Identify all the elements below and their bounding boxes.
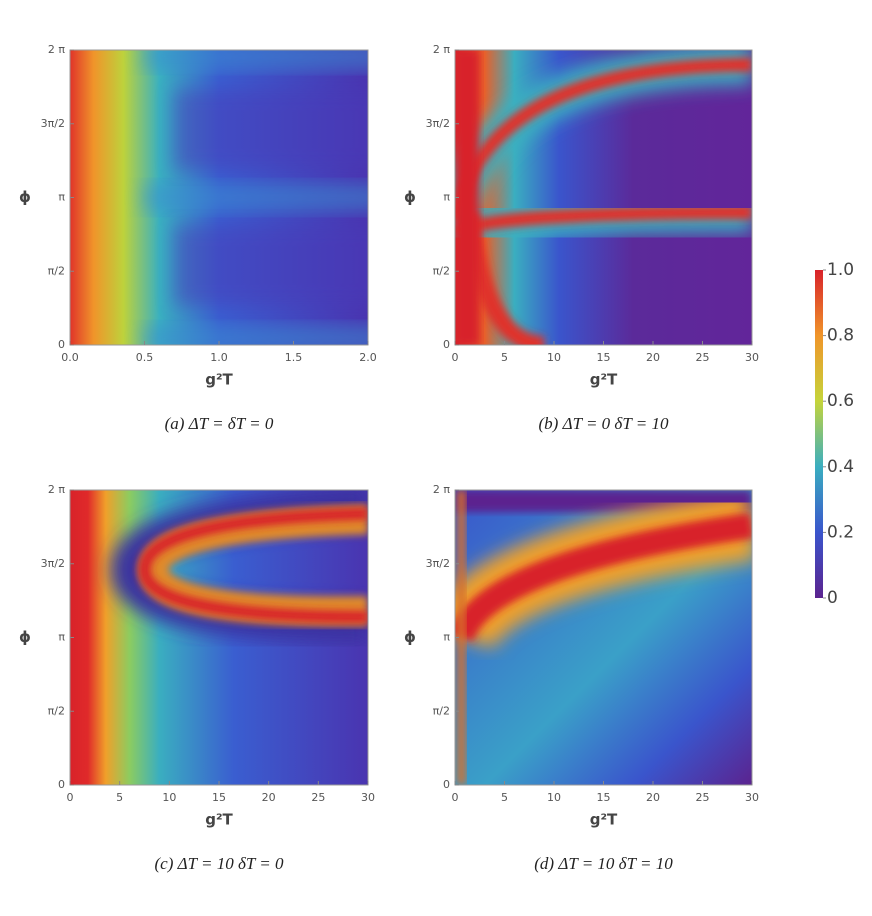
y-tick-label: 0 bbox=[58, 778, 65, 791]
x-tick-label: 0.0 bbox=[61, 351, 79, 364]
x-tick-label: 30 bbox=[361, 791, 375, 804]
field-band bbox=[174, 225, 368, 306]
y-tick-label: π bbox=[58, 191, 65, 204]
y-tick-label: 3π/2 bbox=[41, 117, 65, 130]
y-tick-label: 0 bbox=[58, 338, 65, 351]
x-tick-label: 5 bbox=[501, 791, 508, 804]
x-tick-label: 15 bbox=[212, 791, 226, 804]
heatmap bbox=[455, 490, 752, 785]
x-axis-label: g²T bbox=[205, 811, 233, 829]
colorbar-label: 0.8 bbox=[827, 326, 854, 346]
field-band bbox=[455, 512, 752, 643]
y-tick-label: π/2 bbox=[48, 264, 65, 277]
heatmap bbox=[70, 490, 368, 785]
field-band bbox=[144, 183, 368, 212]
field-band bbox=[457, 490, 466, 785]
y-tick-label: π bbox=[443, 191, 450, 204]
x-tick-label: 20 bbox=[646, 791, 660, 804]
y-tick-label: 2 π bbox=[433, 483, 450, 496]
caption: (c) ΔT = 10 δT = 0 bbox=[155, 854, 284, 873]
y-axis-label: ϕ bbox=[404, 628, 416, 646]
y-tick-label: π/2 bbox=[48, 704, 65, 717]
caption: (a) ΔT = δT = 0 bbox=[165, 414, 274, 433]
x-tick-label: 15 bbox=[597, 351, 611, 364]
x-tick-label: 30 bbox=[745, 351, 759, 364]
x-tick-label: 1.0 bbox=[210, 351, 228, 364]
x-tick-label: 1.5 bbox=[285, 351, 303, 364]
field-band bbox=[455, 50, 479, 345]
y-tick-label: 3π/2 bbox=[426, 117, 450, 130]
y-axis-label: ϕ bbox=[404, 188, 416, 206]
y-tick-label: 2 π bbox=[48, 43, 65, 56]
x-tick-label: 20 bbox=[262, 791, 276, 804]
y-tick-label: π bbox=[58, 631, 65, 644]
x-tick-label: 10 bbox=[547, 791, 561, 804]
x-tick-label: 10 bbox=[547, 351, 561, 364]
field-band bbox=[144, 50, 368, 70]
x-axis-label: g²T bbox=[590, 371, 618, 389]
x-tick-label: 15 bbox=[597, 791, 611, 804]
colorbar-label: 0.4 bbox=[827, 457, 854, 477]
y-tick-label: 2 π bbox=[433, 43, 450, 56]
colorbar bbox=[815, 270, 823, 598]
field-band bbox=[174, 89, 368, 170]
field-band bbox=[144, 325, 368, 345]
y-axis-label: ϕ bbox=[19, 188, 31, 206]
y-tick-label: π bbox=[443, 631, 450, 644]
x-tick-label: 25 bbox=[696, 351, 710, 364]
x-tick-label: 25 bbox=[311, 791, 325, 804]
x-tick-label: 0 bbox=[452, 351, 459, 364]
x-tick-label: 10 bbox=[162, 791, 176, 804]
x-tick-label: 5 bbox=[116, 791, 123, 804]
x-tick-label: 0.5 bbox=[136, 351, 154, 364]
x-tick-label: 0 bbox=[67, 791, 74, 804]
y-tick-label: 0 bbox=[443, 338, 450, 351]
x-tick-label: 25 bbox=[696, 791, 710, 804]
y-tick-label: 3π/2 bbox=[426, 557, 450, 570]
y-tick-label: 2 π bbox=[48, 483, 65, 496]
colorbar-label: 0.2 bbox=[827, 522, 854, 542]
caption: (b) ΔT = 0 δT = 10 bbox=[539, 414, 669, 433]
field-band bbox=[138, 507, 368, 623]
y-axis-label: ϕ bbox=[19, 628, 31, 646]
x-axis-label: g²T bbox=[205, 371, 233, 389]
heatmap bbox=[70, 50, 368, 345]
heatmap bbox=[455, 50, 752, 345]
y-tick-label: π/2 bbox=[433, 264, 450, 277]
y-tick-label: 3π/2 bbox=[41, 557, 65, 570]
y-tick-label: 0 bbox=[443, 778, 450, 791]
colorbar-label: 0 bbox=[827, 588, 838, 608]
colorbar-label: 0.6 bbox=[827, 391, 854, 411]
x-tick-label: 2.0 bbox=[359, 351, 377, 364]
caption: (d) ΔT = 10 δT = 10 bbox=[534, 854, 673, 873]
x-tick-label: 0 bbox=[452, 791, 459, 804]
y-tick-label: π/2 bbox=[433, 704, 450, 717]
colorbar-label: 1.0 bbox=[827, 260, 854, 280]
x-axis-label: g²T bbox=[590, 811, 618, 829]
x-tick-label: 5 bbox=[501, 351, 508, 364]
x-tick-label: 30 bbox=[745, 791, 759, 804]
x-tick-label: 20 bbox=[646, 351, 660, 364]
